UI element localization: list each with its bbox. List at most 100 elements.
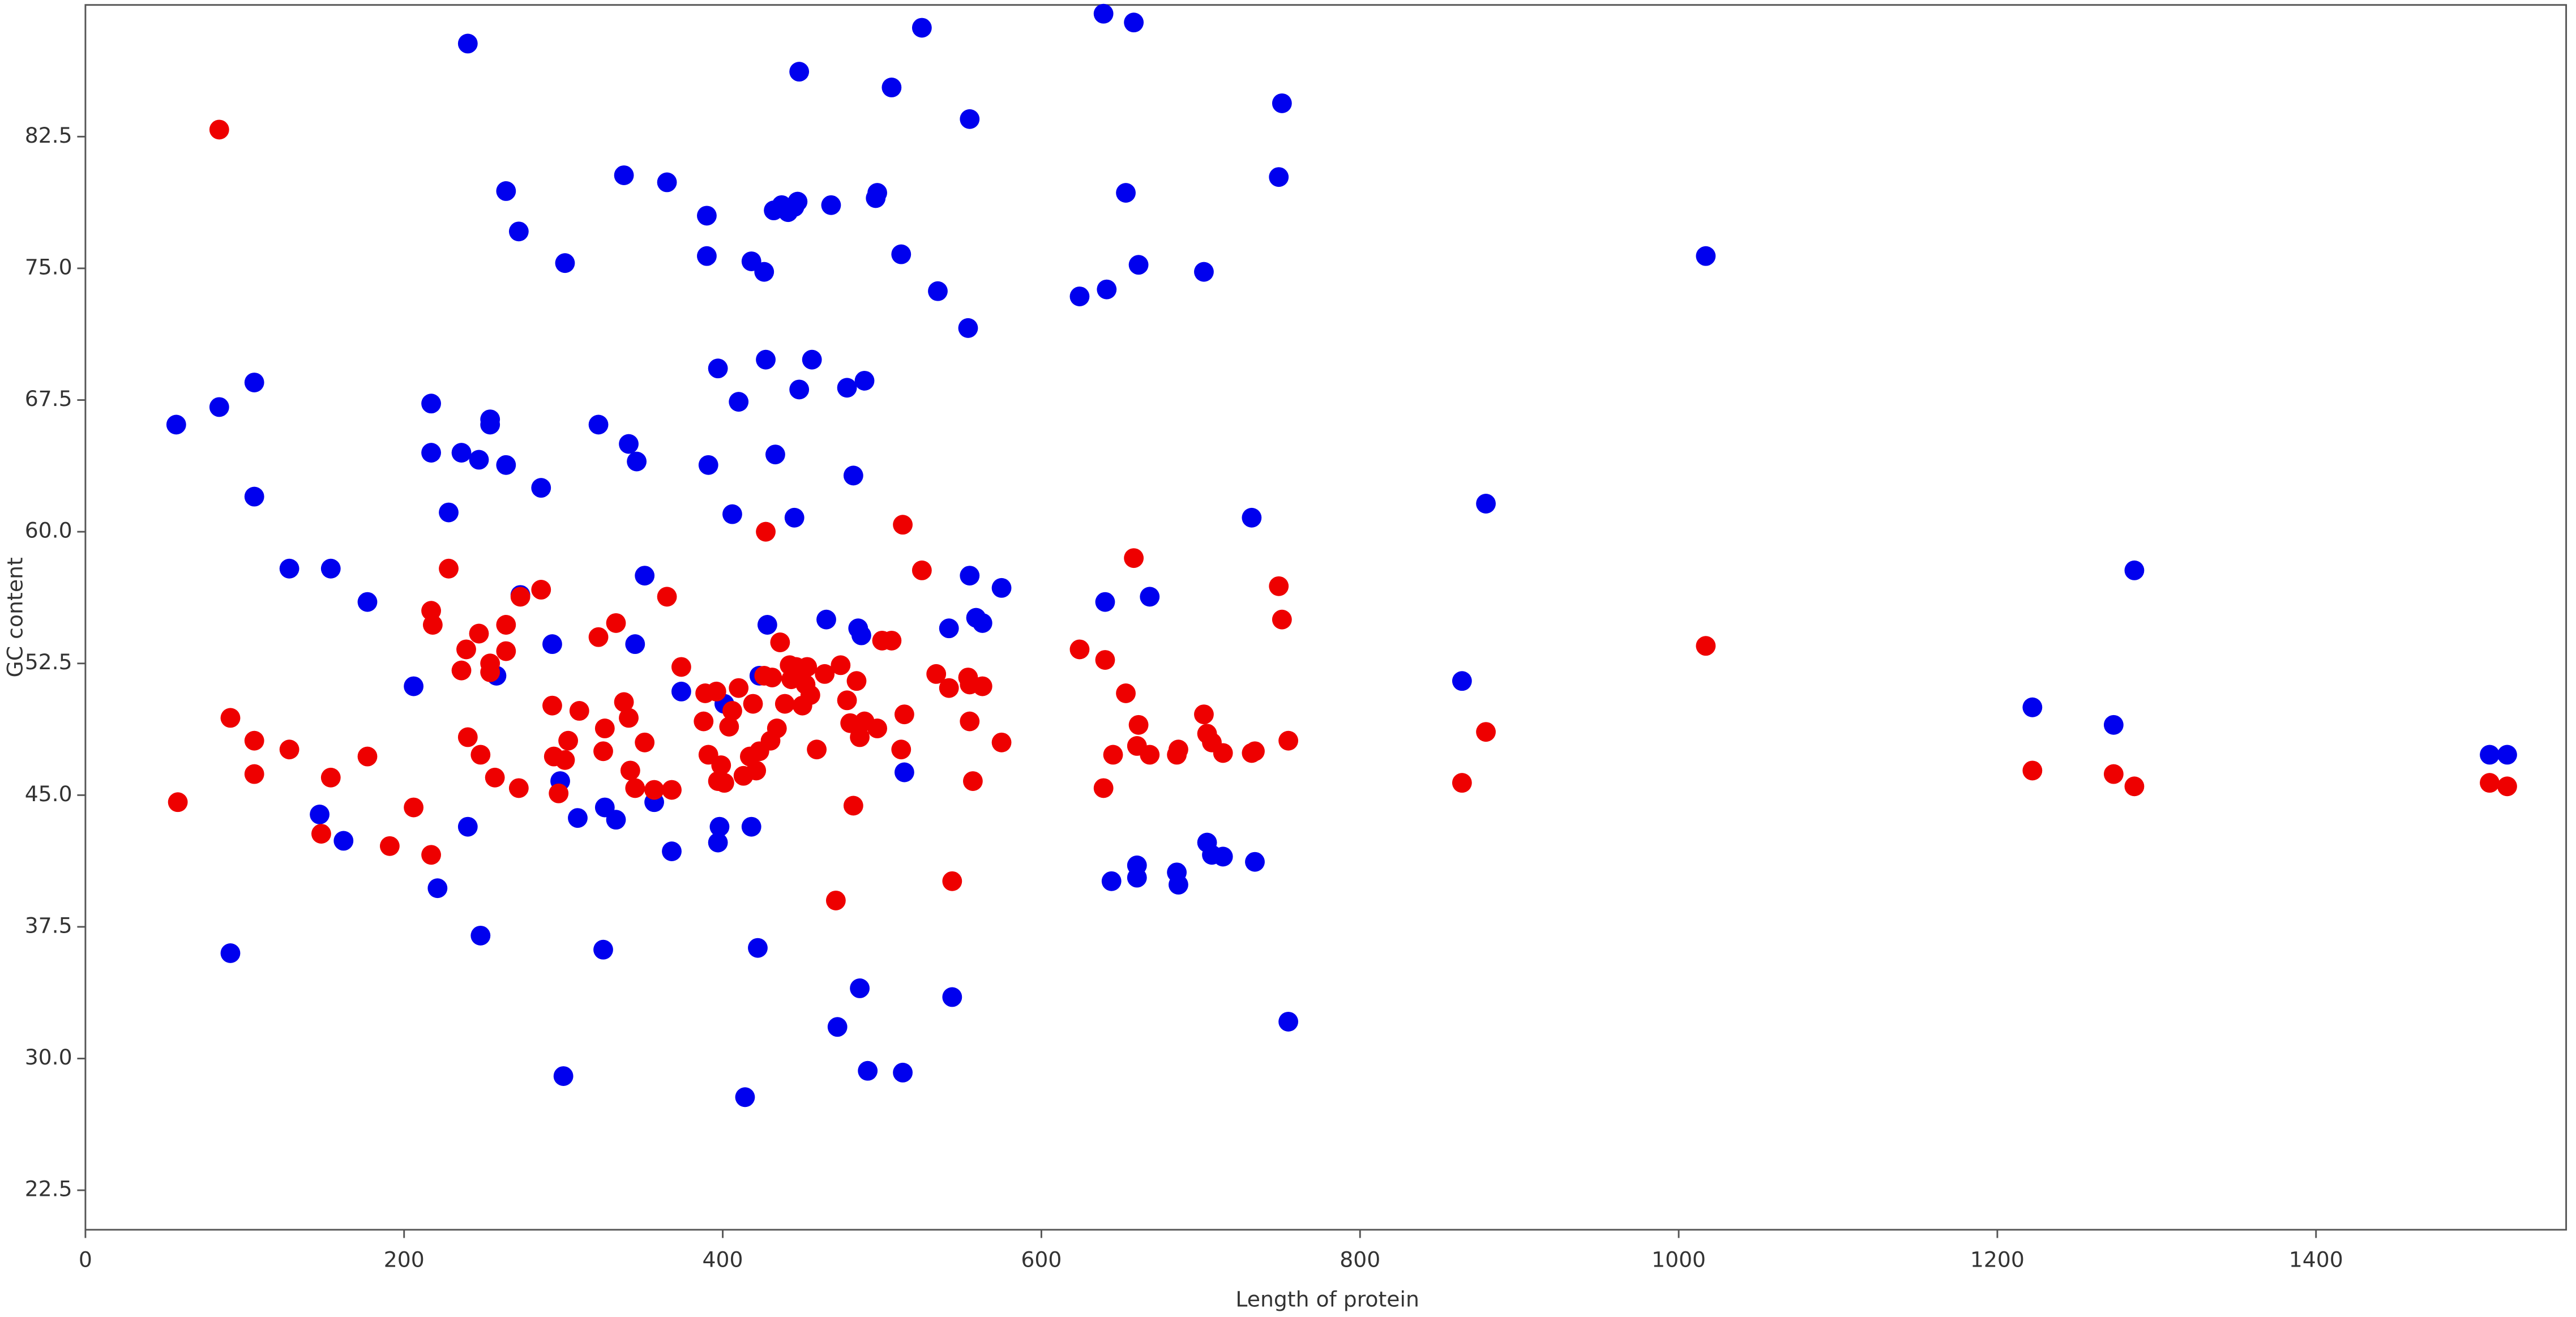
- point: [1278, 1011, 1299, 1032]
- point: [457, 33, 478, 54]
- point: [926, 664, 947, 684]
- point: [960, 566, 980, 586]
- point: [220, 708, 241, 728]
- point: [508, 778, 529, 798]
- point: [714, 773, 734, 793]
- point: [784, 507, 805, 528]
- point: [662, 780, 682, 800]
- point: [882, 78, 902, 97]
- point: [1069, 287, 1090, 306]
- point: [451, 443, 472, 463]
- point: [320, 767, 341, 788]
- point: [1169, 739, 1188, 760]
- point: [311, 824, 331, 844]
- point: [469, 450, 489, 470]
- point: [469, 623, 489, 644]
- point: [840, 713, 861, 733]
- point: [709, 816, 730, 837]
- point: [2103, 764, 2124, 784]
- point: [767, 719, 787, 738]
- point: [789, 379, 810, 400]
- point: [729, 392, 749, 412]
- point: [711, 755, 731, 776]
- point: [635, 732, 655, 752]
- point: [496, 455, 516, 475]
- point: [1213, 846, 1233, 867]
- point: [1245, 741, 1265, 762]
- point: [427, 878, 448, 899]
- y-axis-label: GC content: [3, 557, 28, 677]
- y-tick-label: 30.0: [25, 1045, 72, 1070]
- point: [320, 558, 341, 579]
- point: [2497, 745, 2517, 765]
- point: [1095, 650, 1115, 670]
- point: [244, 730, 264, 751]
- point: [531, 580, 551, 600]
- point: [496, 181, 516, 201]
- point: [588, 627, 609, 647]
- point: [279, 739, 299, 760]
- point: [697, 206, 717, 226]
- point: [797, 657, 818, 677]
- point: [1140, 587, 1160, 607]
- point: [2497, 776, 2517, 797]
- point: [421, 443, 441, 463]
- point: [1476, 722, 1496, 742]
- point: [209, 119, 229, 140]
- point: [1242, 507, 1262, 528]
- point: [635, 566, 655, 586]
- point: [558, 730, 579, 751]
- point: [1272, 609, 1292, 630]
- x-tick-label: 400: [703, 1247, 743, 1272]
- point: [657, 172, 677, 193]
- point: [756, 349, 776, 370]
- point: [531, 478, 551, 498]
- plot-frame: [84, 4, 2568, 1231]
- point: [404, 676, 424, 696]
- point: [942, 987, 962, 1007]
- x-tick-label: 1400: [2289, 1247, 2343, 1272]
- point: [893, 515, 913, 535]
- point: [991, 578, 1012, 598]
- point: [2124, 560, 2145, 580]
- point: [706, 681, 726, 702]
- point: [748, 938, 768, 958]
- point: [568, 808, 588, 828]
- point: [485, 767, 505, 788]
- point: [2022, 697, 2043, 717]
- point: [894, 704, 914, 725]
- point: [708, 358, 728, 379]
- point: [244, 373, 264, 392]
- x-tick-label: 1000: [1651, 1247, 1706, 1272]
- point: [757, 615, 777, 635]
- x-axis-label: Length of protein: [1235, 1286, 1419, 1311]
- point: [1194, 262, 1214, 282]
- point: [421, 394, 441, 414]
- point: [439, 502, 459, 523]
- point: [480, 662, 500, 682]
- point: [962, 771, 983, 791]
- point: [619, 708, 639, 728]
- point: [209, 397, 229, 417]
- point: [1696, 246, 1716, 266]
- point: [470, 745, 491, 765]
- point: [770, 632, 790, 652]
- point: [1269, 167, 1289, 187]
- point: [1128, 255, 1149, 275]
- point: [928, 281, 948, 301]
- point: [619, 434, 639, 454]
- y-tick-label: 75.0: [25, 254, 72, 279]
- point: [1696, 636, 1716, 656]
- point: [843, 465, 863, 486]
- point: [1452, 671, 1472, 691]
- point: [741, 816, 761, 837]
- point: [722, 701, 742, 721]
- y-tick-label: 45.0: [25, 781, 72, 806]
- point: [1452, 773, 1472, 793]
- point: [698, 455, 718, 475]
- point: [620, 760, 640, 781]
- point: [802, 349, 822, 370]
- point: [542, 695, 562, 716]
